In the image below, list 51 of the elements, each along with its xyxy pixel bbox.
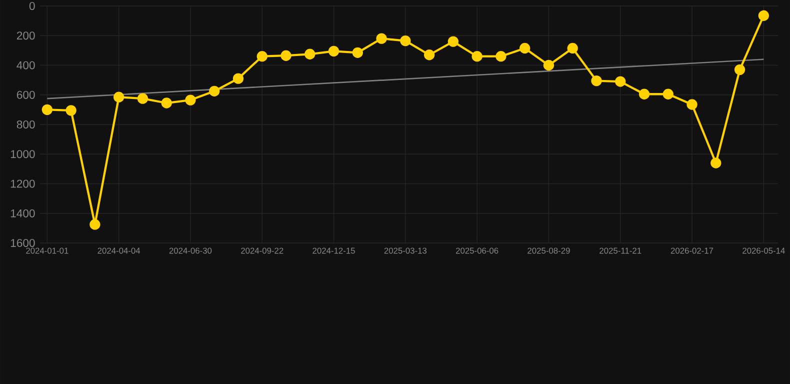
point bbox=[280, 50, 292, 61]
point bbox=[734, 64, 746, 76]
point bbox=[424, 50, 435, 60]
y-tick-label: 800 bbox=[16, 120, 35, 128]
x-tick-label: 2025-08-29 bbox=[528, 248, 570, 254]
point bbox=[161, 98, 172, 108]
y-tick-label: 400 bbox=[16, 61, 35, 70]
point bbox=[520, 42, 530, 54]
point bbox=[615, 76, 626, 87]
y-tick-label: 1200 bbox=[10, 180, 35, 188]
y-tick-label: 200 bbox=[16, 32, 35, 40]
x-tick-label: 2024-09-22 bbox=[241, 248, 284, 254]
x-tick-label: 2024-12-15 bbox=[312, 248, 355, 254]
y-tick-label: 1000 bbox=[10, 150, 35, 158]
y-tick-label: 600 bbox=[16, 90, 35, 99]
x-tick-label: 2026-02-17 bbox=[670, 248, 714, 254]
point bbox=[256, 51, 268, 62]
point bbox=[137, 93, 148, 104]
point bbox=[638, 88, 650, 100]
point bbox=[686, 99, 698, 110]
point bbox=[376, 33, 387, 44]
y-tick-label: 1600 bbox=[10, 238, 35, 247]
point bbox=[591, 75, 602, 86]
point bbox=[232, 73, 244, 84]
point bbox=[567, 42, 578, 54]
y-tick-label: 1400 bbox=[10, 209, 35, 218]
point bbox=[496, 51, 506, 62]
point bbox=[90, 219, 100, 230]
point bbox=[448, 36, 459, 47]
x-tick-label: 2024-01-01 bbox=[26, 248, 68, 254]
point bbox=[710, 158, 722, 168]
point bbox=[185, 94, 196, 106]
x-tick-label: 2025-06-06 bbox=[456, 248, 498, 254]
point bbox=[758, 10, 770, 21]
x-tick-label: 2025-11-21 bbox=[600, 248, 642, 254]
x-tick-label: 2026-05-14 bbox=[742, 248, 785, 254]
point bbox=[328, 46, 340, 57]
point bbox=[662, 88, 674, 100]
point bbox=[209, 86, 220, 96]
point bbox=[66, 105, 76, 116]
x-tick-label: 2024-04-04 bbox=[98, 248, 140, 254]
point bbox=[304, 48, 316, 60]
point bbox=[472, 51, 482, 62]
x-tick-label: 2025-03-13 bbox=[384, 248, 427, 254]
x-tick-label: 2024-06-30 bbox=[169, 248, 212, 254]
point bbox=[113, 92, 124, 102]
point bbox=[400, 35, 411, 46]
point bbox=[352, 47, 363, 58]
y-tick-label: 0 bbox=[29, 2, 35, 10]
point bbox=[543, 60, 554, 71]
point bbox=[42, 104, 53, 116]
